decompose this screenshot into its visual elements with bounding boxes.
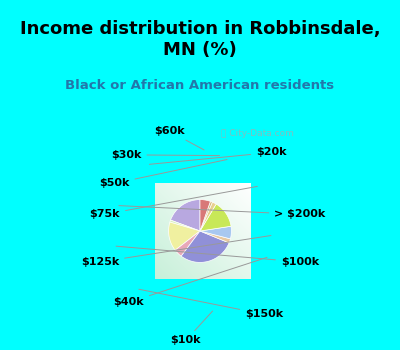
Wedge shape xyxy=(200,204,231,231)
Text: > $200k: > $200k xyxy=(119,205,326,219)
Text: $10k: $10k xyxy=(170,311,212,345)
Wedge shape xyxy=(175,231,200,256)
Text: Black or African American residents: Black or African American residents xyxy=(66,79,334,92)
Text: $60k: $60k xyxy=(154,126,204,150)
Wedge shape xyxy=(200,201,212,231)
Text: $100k: $100k xyxy=(116,246,319,267)
Wedge shape xyxy=(181,231,229,262)
Text: $40k: $40k xyxy=(113,257,267,307)
Text: $30k: $30k xyxy=(111,150,220,160)
Text: ⓘ City-Data.com: ⓘ City-Data.com xyxy=(221,129,294,138)
Wedge shape xyxy=(200,202,216,231)
Text: $50k: $50k xyxy=(99,160,227,188)
Wedge shape xyxy=(170,220,200,231)
Wedge shape xyxy=(200,199,210,231)
Text: $75k: $75k xyxy=(90,187,257,219)
Wedge shape xyxy=(170,199,200,231)
Wedge shape xyxy=(168,222,200,250)
Text: $125k: $125k xyxy=(81,236,271,267)
Wedge shape xyxy=(200,231,230,243)
Text: $150k: $150k xyxy=(139,289,283,319)
Wedge shape xyxy=(200,226,232,239)
Text: $20k: $20k xyxy=(149,147,287,164)
Text: Income distribution in Robbinsdale,
MN (%): Income distribution in Robbinsdale, MN (… xyxy=(20,20,380,59)
